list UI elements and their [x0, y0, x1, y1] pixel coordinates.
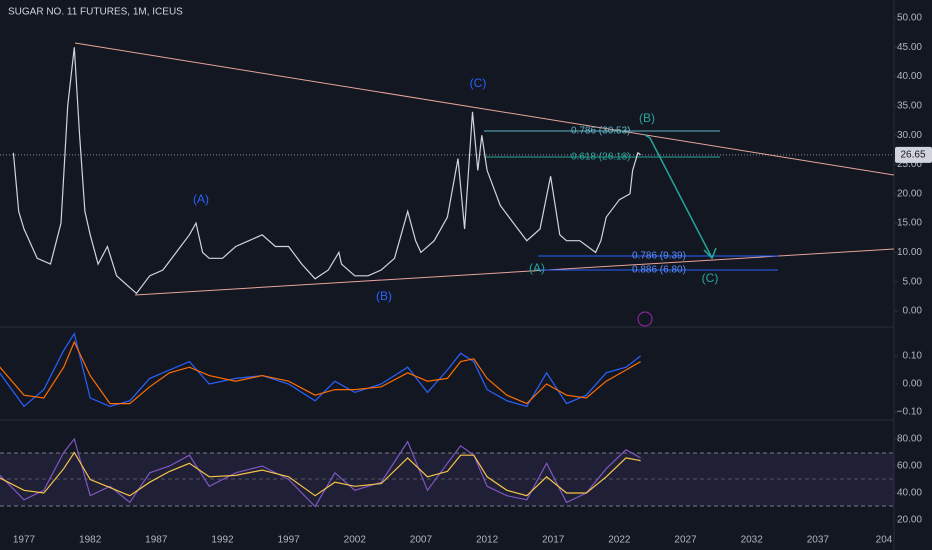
wave-label: (C) [702, 271, 719, 285]
chart-title: SUGAR NO. 11 FUTURES, 1M, ICEUS [8, 7, 183, 18]
series-line [0, 340, 641, 405]
x-tick-label: 204 [876, 535, 893, 546]
arrow-head [703, 247, 717, 260]
wave-label: (A) [529, 261, 545, 275]
y-tick-label: 0.00 [903, 379, 923, 390]
x-tick-label: 1987 [145, 535, 168, 546]
fib-label: 0.886 (6.80) [632, 265, 686, 276]
trend-line [74, 42, 895, 176]
fib-label: 0.786 (30.53) [571, 126, 631, 137]
y-tick-label: 45.00 [897, 42, 922, 53]
y-tick-label: 25.00 [897, 159, 922, 170]
series-line [12, 47, 641, 295]
x-tick-label: 2017 [542, 535, 565, 546]
y-tick-label: 20.00 [897, 515, 922, 526]
series-line [0, 332, 641, 408]
y-tick-label: 60.00 [897, 461, 922, 472]
y-tick-label: 40.00 [897, 71, 922, 82]
last-price-box [895, 146, 932, 163]
y-tick-label: 5.00 [903, 276, 923, 287]
x-tick-label: 2002 [344, 535, 367, 546]
x-tick-label: 1977 [13, 535, 36, 546]
y-tick-label: 0.10 [903, 351, 923, 362]
x-tick-label: 1997 [277, 535, 300, 546]
y-tick-label: 20.00 [897, 188, 922, 199]
fib-label: 0.618 (26.18) [571, 152, 631, 163]
wave-label: (B) [639, 111, 655, 125]
y-tick-label: 30.00 [897, 130, 922, 141]
x-tick-label: 2027 [674, 535, 697, 546]
y-tick-label: 35.00 [897, 101, 922, 112]
series-line [0, 451, 641, 497]
wave-label: (C) [470, 76, 487, 90]
projection-arrow [644, 134, 713, 259]
x-tick-label: 1982 [79, 535, 102, 546]
event-icon[interactable] [637, 311, 653, 327]
wave-label: (A) [193, 192, 209, 206]
series-line [0, 437, 641, 508]
y-tick-label: 80.00 [897, 434, 922, 445]
trend-line [134, 248, 895, 296]
x-tick-label: 1992 [211, 535, 234, 546]
x-tick-label: 2022 [608, 535, 631, 546]
y-tick-label: 10.00 [897, 247, 922, 258]
x-tick-label: 2032 [741, 535, 764, 546]
wave-label: (B) [376, 289, 392, 303]
y-tick-label: 15.00 [897, 218, 922, 229]
y-tick-label: 40.00 [897, 488, 922, 499]
y-tick-label: 50.00 [897, 13, 922, 24]
last-price-label: 26.65 [900, 149, 925, 160]
x-tick-label: 2007 [410, 535, 433, 546]
y-tick-label: −0.10 [897, 407, 923, 418]
x-tick-label: 2012 [476, 535, 499, 546]
fib-label: 0.786 (9.39) [632, 251, 686, 262]
x-tick-label: 2037 [807, 535, 830, 546]
y-tick-label: 0.00 [903, 306, 923, 317]
